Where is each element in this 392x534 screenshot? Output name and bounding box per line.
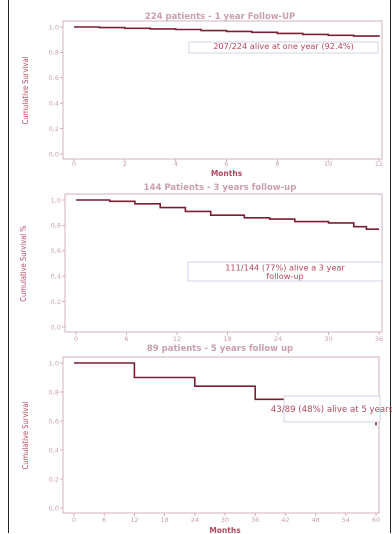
x-tick-label: 6 xyxy=(102,516,106,524)
y-tick-label: 0,6 xyxy=(51,247,61,255)
x-axis-label: Months xyxy=(209,526,241,534)
y-tick-label: 0,4 xyxy=(51,273,61,281)
y-tick-label: 0,6 xyxy=(49,74,59,82)
y-axis-label: Cumulative Survival % xyxy=(19,225,28,302)
x-tick-label: 18 xyxy=(223,335,231,343)
annotation-text: 43/89 (48%) alive at 5 years xyxy=(271,405,392,415)
annotation-box xyxy=(188,41,379,54)
data-point xyxy=(328,222,329,223)
data-point xyxy=(251,32,252,33)
annotation-box xyxy=(283,395,381,423)
x-tick-label: 6 xyxy=(224,160,228,168)
annotation-text: follow-up xyxy=(266,271,304,281)
x-tick-label: 0 xyxy=(72,516,76,524)
x-tick-label: 10 xyxy=(324,160,332,168)
x-tick-label: 12 xyxy=(130,516,138,524)
data-point xyxy=(175,29,176,30)
data-point xyxy=(269,218,270,219)
data-point xyxy=(353,36,354,37)
data-point xyxy=(134,203,135,204)
data-point xyxy=(194,386,195,387)
y-axis-label: Cumulative Survival xyxy=(21,401,30,469)
data-point xyxy=(75,199,76,200)
x-tick-label: 36 xyxy=(251,516,259,524)
data-point xyxy=(226,31,227,32)
data-point xyxy=(134,377,135,378)
data-point xyxy=(302,34,303,35)
x-tick-label: 12 xyxy=(173,335,181,343)
y-tick-label: 0,0 xyxy=(51,323,61,331)
annotation-text: 207/224 alive at one year (92.4%) xyxy=(213,41,354,51)
x-tick-label: 24 xyxy=(191,516,199,524)
chart-panel-2: 144 Patients - 3 years follow-up 0,0 0,2 0,… xyxy=(19,183,383,343)
survival-curve xyxy=(74,26,380,37)
data-point xyxy=(99,27,100,28)
data-point xyxy=(124,28,125,29)
x-tick-label: 54 xyxy=(342,516,350,524)
data-point xyxy=(375,425,376,426)
x-tick-label: 30 xyxy=(324,335,332,343)
data-point xyxy=(378,229,379,230)
data-point xyxy=(150,28,151,29)
plot-area-frame xyxy=(62,356,380,514)
x-tick-label: 36 xyxy=(375,335,383,343)
data-point xyxy=(185,211,186,212)
y-tick-label: 0,0 xyxy=(49,150,59,158)
chart-title: 89 patients - 5 years follow up xyxy=(147,344,293,354)
data-point xyxy=(255,399,256,400)
y-tick-label: 0,6 xyxy=(49,417,59,425)
x-tick-label: 30 xyxy=(221,516,229,524)
data-point xyxy=(160,207,161,208)
y-tick-label: 0,2 xyxy=(51,298,61,306)
y-tick-label: 0,2 xyxy=(49,125,59,133)
chart-panel-1: 224 patients - 1 year Follow-UP 0,0 0,2 0,4… xyxy=(21,12,383,178)
data-point xyxy=(378,36,379,37)
data-point xyxy=(210,215,211,216)
x-tick-label: 0 xyxy=(72,160,76,168)
x-tick-label: 24 xyxy=(274,335,282,343)
annotation-text: 111/144 (77%) alive a 3 year xyxy=(225,263,345,273)
x-tick-label: 42 xyxy=(281,516,289,524)
x-tick-label: 48 xyxy=(311,516,319,524)
data-point xyxy=(244,217,245,218)
data-point xyxy=(366,229,367,230)
y-tick-label: 0,8 xyxy=(51,222,61,230)
x-tick-label: 18 xyxy=(160,516,168,524)
plot-area-frame xyxy=(62,20,383,160)
y-tick-label: 0,4 xyxy=(49,100,59,108)
x-tick-label: 0 xyxy=(74,335,78,343)
y-tick-label: 0,2 xyxy=(49,475,59,483)
data-point xyxy=(353,226,354,227)
x-tick-label: 8 xyxy=(275,160,279,168)
data-point xyxy=(328,35,329,36)
y-tick-label: 0,8 xyxy=(49,388,59,396)
y-tick-label: 0,4 xyxy=(49,446,59,454)
data-point xyxy=(109,201,110,202)
y-tick-label: 1,0 xyxy=(49,359,59,367)
data-point xyxy=(73,362,74,363)
y-tick-label: 1,0 xyxy=(51,196,61,204)
x-tick-label: 60 xyxy=(372,516,380,524)
x-axis-label: Months xyxy=(211,169,243,178)
x-tick-label: 2 xyxy=(123,160,127,168)
chart-title: 224 patients - 1 year Follow-UP xyxy=(145,12,295,22)
x-tick-label: 4 xyxy=(174,160,178,168)
x-tick-label: 12 xyxy=(375,160,383,168)
y-axis-label: Cumulative Survival xyxy=(21,56,30,124)
x-tick-label: 6 xyxy=(124,335,128,343)
y-tick-label: 1,0 xyxy=(49,23,59,31)
data-point xyxy=(73,26,74,27)
y-tick-label: 0,8 xyxy=(49,49,59,57)
data-point xyxy=(277,33,278,34)
chart-title: 144 Patients - 3 years follow-up xyxy=(144,183,297,193)
survival-curve xyxy=(76,199,379,230)
data-point xyxy=(294,221,295,222)
annotation-box xyxy=(187,261,383,282)
y-tick-label: 0,0 xyxy=(49,504,59,512)
chart-panel-3: 89 patients - 5 years follow up 0,0 0,2 0,4… xyxy=(21,344,392,534)
data-point xyxy=(200,30,201,31)
